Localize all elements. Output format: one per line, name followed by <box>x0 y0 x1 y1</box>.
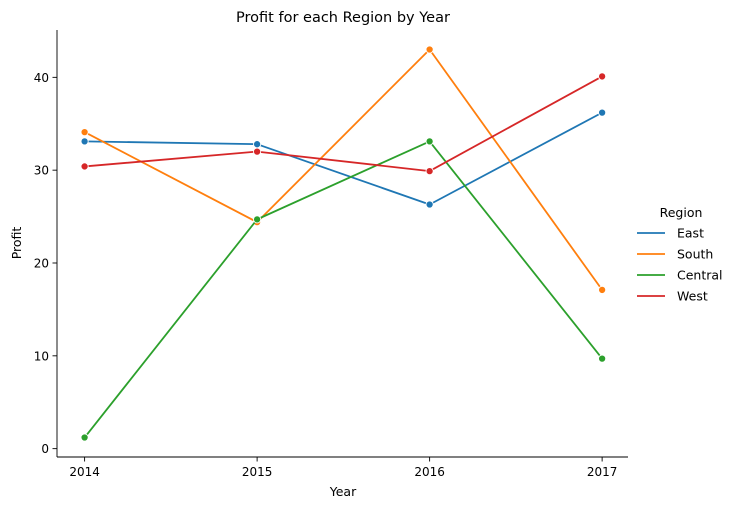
data-point-central <box>253 215 262 224</box>
data-point-east <box>598 108 607 117</box>
data-point-west <box>598 72 607 81</box>
series-south <box>80 45 607 294</box>
data-point-south <box>80 128 89 137</box>
legend-label-south: South <box>677 247 713 262</box>
x-tick-label: 2016 <box>414 465 445 479</box>
data-point-south <box>425 45 434 54</box>
y-ticks: 0 10 20 30 40 <box>34 71 57 456</box>
data-point-east <box>80 137 89 146</box>
series-line-west <box>84 75 603 173</box>
data-point-central <box>598 354 607 363</box>
x-tick-label: 2015 <box>242 465 273 479</box>
data-point-west <box>80 162 89 171</box>
y-tick-label: 40 <box>34 71 49 85</box>
axes <box>56 30 628 458</box>
legend-label-east: East <box>677 226 704 241</box>
y-tick-label: 10 <box>34 349 49 363</box>
y-tick-label: 20 <box>34 256 49 270</box>
x-tick-label: 2014 <box>69 465 100 479</box>
series-layer <box>80 45 607 442</box>
x-axis-label: Year <box>329 484 357 499</box>
series-line-east <box>84 111 603 206</box>
data-point-central <box>425 137 434 146</box>
series-line-south <box>84 48 603 291</box>
series-central <box>80 137 607 442</box>
legend-label-west: West <box>677 289 708 304</box>
legend-items: East South Central West <box>637 226 723 304</box>
y-axis-label: Profit <box>9 227 24 260</box>
data-point-east <box>425 200 434 209</box>
series-east <box>80 108 607 209</box>
y-tick-label: 30 <box>34 164 49 178</box>
x-tick-label: 2017 <box>587 465 618 479</box>
series-line-central <box>83 140 603 439</box>
data-point-west <box>253 147 262 156</box>
data-point-east <box>253 140 262 149</box>
chart-title: Profit for each Region by Year <box>236 10 450 26</box>
legend-title: Region <box>660 205 703 220</box>
series-west <box>80 72 607 176</box>
data-point-south <box>598 285 607 294</box>
legend: Region East South Central West <box>637 205 723 304</box>
data-point-west <box>425 167 434 176</box>
y-tick-label: 0 <box>41 442 49 456</box>
data-point-central <box>80 433 89 442</box>
x-ticks: 2014 2015 2016 2017 <box>69 457 617 479</box>
legend-label-central: Central <box>677 268 723 283</box>
